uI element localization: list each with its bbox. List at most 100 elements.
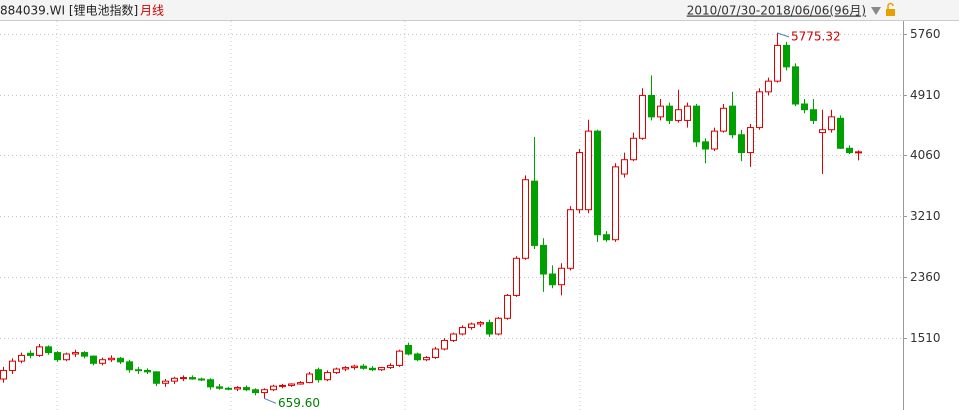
candle-body: [108, 357, 115, 361]
candle-body: [657, 105, 664, 118]
candle-body: [720, 107, 727, 132]
candle-body: [0, 369, 7, 380]
candle-body: [45, 346, 52, 354]
candle-body: [810, 109, 817, 121]
chart-title: 884039.WI [锂电池指数]: [0, 3, 138, 18]
candle-body: [81, 352, 88, 357]
candle-body: [54, 352, 61, 361]
candle-body: [819, 129, 826, 134]
y-tick-label: 4060: [910, 148, 941, 162]
candle-body: [702, 141, 709, 150]
candle-body: [144, 369, 151, 373]
candle-body: [207, 379, 214, 388]
candle-body: [99, 359, 106, 364]
candle-body: [693, 105, 700, 143]
candle-body: [792, 66, 799, 105]
candle-body: [342, 367, 349, 370]
candle-body: [783, 44, 790, 68]
candle-body: [387, 364, 394, 369]
annotation-arrow: [263, 397, 277, 404]
candle-body: [675, 109, 682, 121]
candle-body: [531, 180, 538, 246]
candle-body: [765, 80, 772, 93]
candle-body: [630, 137, 637, 161]
candle-body: [9, 360, 16, 371]
candle-body: [261, 389, 268, 394]
candle-body: [216, 386, 223, 389]
candle-body: [477, 322, 484, 325]
candle-body: [621, 159, 628, 175]
candle-body: [234, 387, 241, 390]
candle-body: [495, 317, 502, 335]
candle-body: [297, 382, 304, 385]
candle-body: [846, 147, 853, 154]
chart-period: 月线: [140, 4, 164, 18]
candle-body: [351, 365, 358, 369]
candle-body: [558, 267, 565, 286]
candle-body: [648, 94, 655, 118]
date-range[interactable]: 2010/07/30-2018/06/06(96月): [687, 4, 866, 18]
candle-body: [639, 94, 646, 139]
candle-body: [360, 365, 367, 369]
candle-body: [306, 373, 313, 384]
y-tick-label: 3210: [910, 209, 941, 223]
candle-body: [279, 384, 286, 387]
candle-body: [855, 151, 862, 154]
candle-body: [378, 367, 385, 371]
candle-body: [711, 130, 718, 150]
header-bar: [0, 0, 959, 20]
candle-body: [522, 179, 529, 259]
candle-body: [594, 130, 601, 236]
candle-body: [369, 367, 376, 371]
min-annotation: 659.60: [278, 396, 320, 410]
candle-body: [567, 209, 574, 269]
candle-body: [774, 44, 781, 82]
annotation-arrow: [776, 32, 790, 38]
candle-body: [468, 323, 475, 329]
v-grid: [56, 21, 756, 410]
candle-body: [729, 105, 736, 136]
candle-body: [684, 105, 691, 121]
candle-body: [126, 361, 133, 371]
candle-body: [135, 369, 142, 372]
y-tick-label: 5760: [910, 27, 941, 41]
y-tick-label: 2360: [910, 270, 941, 284]
candle-body: [405, 344, 412, 355]
candle-body: [36, 346, 43, 356]
candle-body: [603, 234, 610, 241]
dropdown-icon[interactable]: [871, 7, 881, 15]
candle-body: [198, 378, 205, 381]
candle-body: [450, 333, 457, 341]
candle-body: [756, 91, 763, 129]
candle-body: [63, 353, 70, 361]
y-tick-label: 1510: [910, 331, 941, 345]
candle-body: [576, 152, 583, 211]
candle-body: [747, 127, 754, 154]
candle-body: [252, 389, 259, 394]
candle-body: [396, 350, 403, 366]
max-annotation: 5775.32: [791, 29, 841, 43]
candle-body: [486, 322, 493, 335]
candle-body: [432, 348, 439, 359]
candle-body: [738, 134, 745, 154]
candle-body: [225, 387, 232, 390]
candle-body: [549, 273, 556, 286]
candle-body: [585, 130, 592, 211]
candle-body: [666, 105, 673, 121]
candle-body: [513, 257, 520, 296]
candle-body: [117, 357, 124, 363]
candle-body: [315, 369, 322, 381]
candle-body: [423, 357, 430, 361]
candle-body: [288, 383, 295, 386]
lock-shackle: [887, 2, 894, 9]
lock-icon[interactable]: [886, 9, 895, 16]
candle-body: [27, 352, 34, 356]
candle-body: [801, 103, 808, 111]
candle-body: [333, 368, 340, 374]
candle-body: [270, 385, 277, 391]
candle-body: [162, 380, 169, 384]
candle-body: [459, 327, 466, 335]
candle-body: [18, 354, 25, 362]
candle-body: [828, 116, 835, 131]
